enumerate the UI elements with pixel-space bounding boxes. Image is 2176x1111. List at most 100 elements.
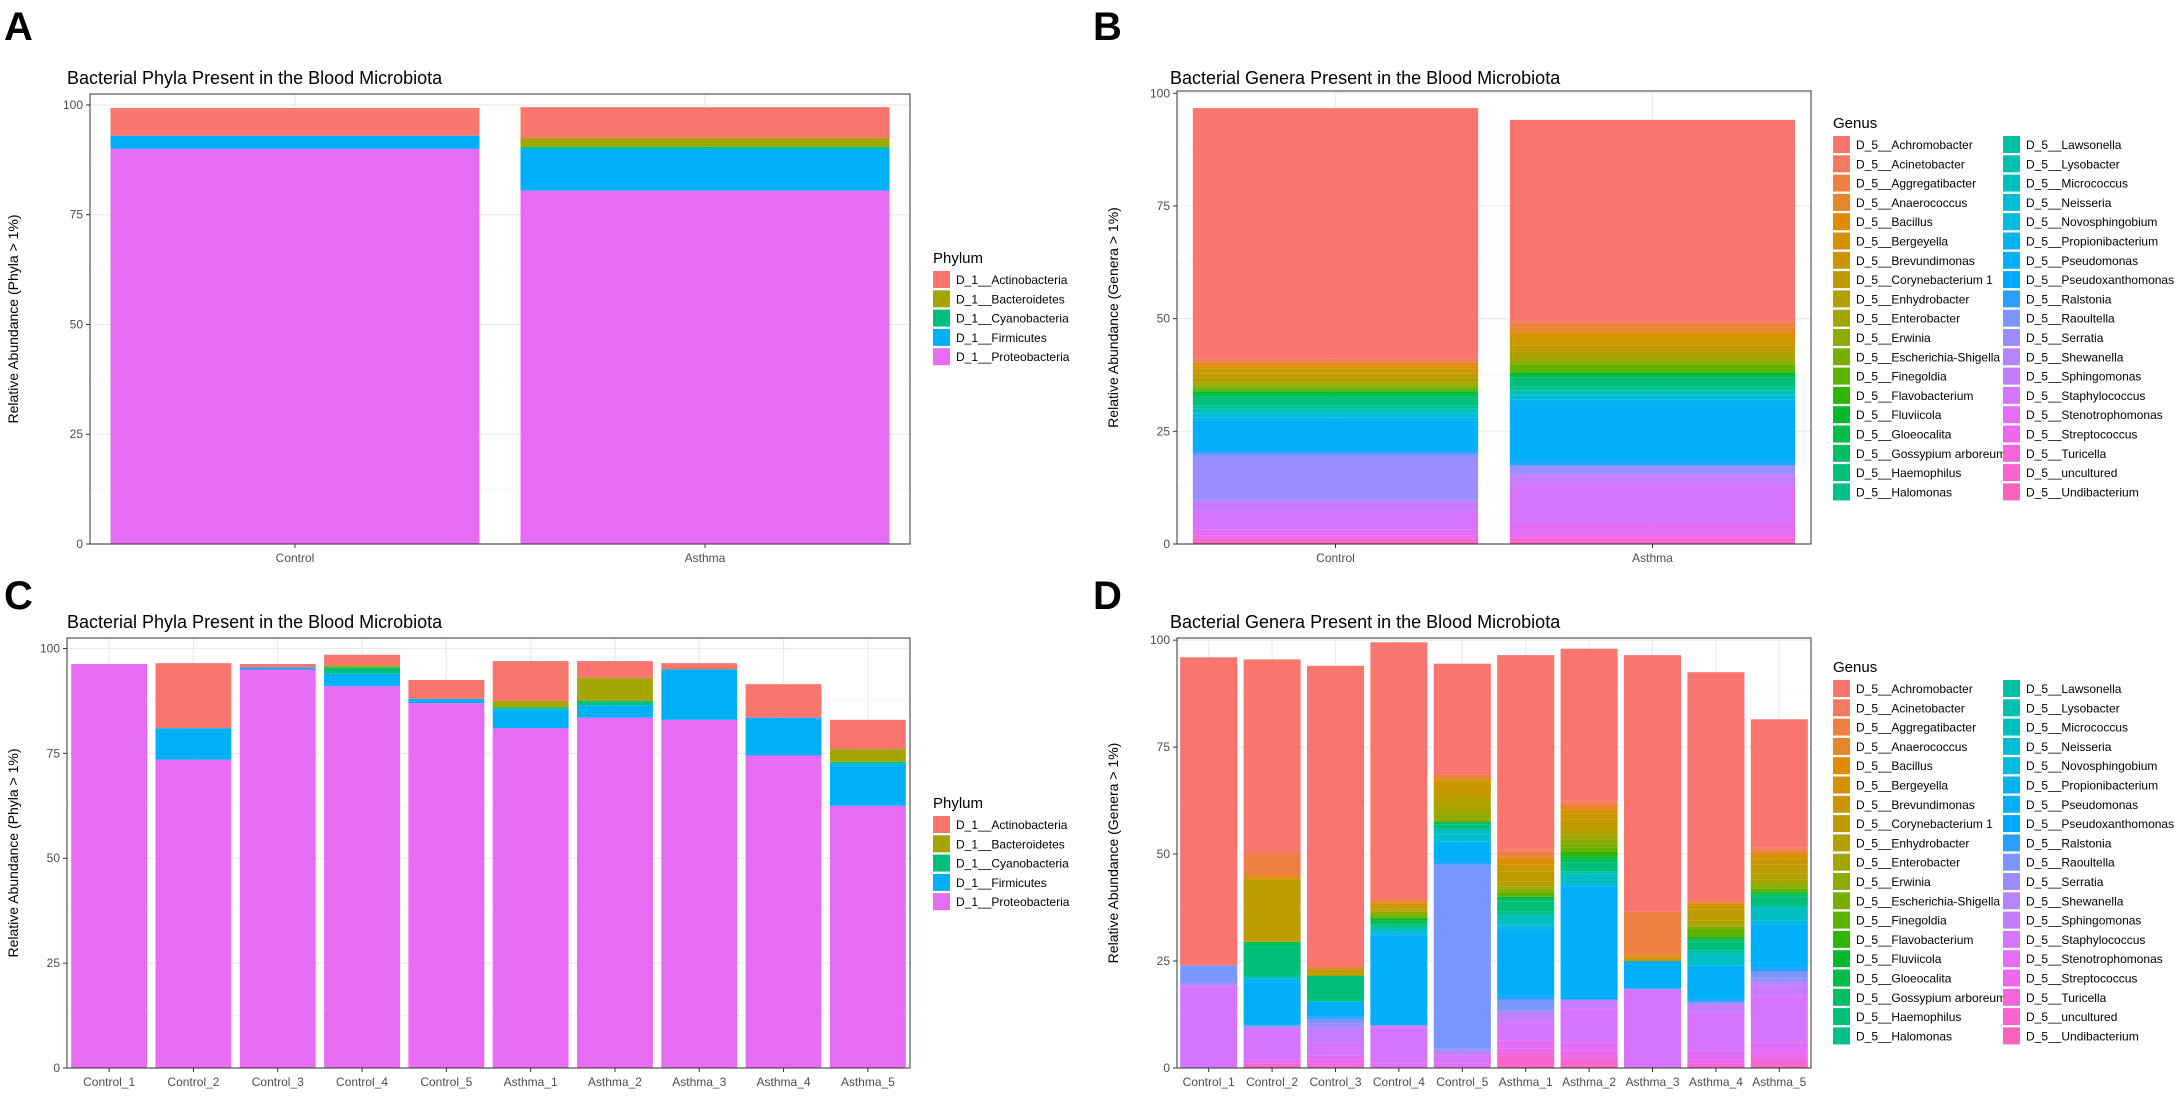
bar-segment-d-5-brevundimonas <box>1433 781 1491 793</box>
legend-title: Genus <box>1833 659 1877 676</box>
legend-swatch <box>2003 950 2020 968</box>
legend-swatch <box>1833 290 1850 308</box>
bar-segment-d-1-firmicutes <box>408 698 485 704</box>
legend-label: D_5__Enterobacter <box>1856 312 1960 326</box>
bar-segment-d-5-shewanella <box>1433 1050 1491 1054</box>
bar-segment-d-1-proteobacteria <box>71 664 148 1068</box>
legend-swatch <box>1833 815 1850 833</box>
bar-segment-d-5-shewanella <box>1497 1012 1555 1015</box>
bar-segment-d-5-bergeyella <box>1497 860 1555 865</box>
bar-segment-d-5-aggregatibacter <box>1243 854 1301 876</box>
bar-segment-d-5-staphylococcus <box>1687 1012 1745 1051</box>
bar-segment-d-5-finegoldia <box>1560 847 1618 852</box>
legend-swatch <box>1833 348 1850 366</box>
y-axis-label: Relative Abundance (Genera > 1%) <box>1105 743 1121 964</box>
bar-segment-d-5-raoultella <box>1497 999 1555 1011</box>
bar-segment-d-5-sphingomonas <box>1497 1014 1555 1024</box>
bar-segment-d-1-firmicutes <box>155 728 232 760</box>
bar-segment-d-5-enterobacter <box>1509 356 1796 361</box>
bar-segment-d-5-serratia <box>1497 1010 1555 1013</box>
plot-border <box>1176 90 1812 545</box>
y-tick-label: 50 <box>1157 312 1171 326</box>
bar-segment-d-5-stenotrophomonas <box>1433 1063 1491 1068</box>
bar-segment-d-5-enterobacter <box>1687 924 1745 927</box>
bar-segment-d-1-actinobacteria <box>155 663 232 729</box>
legend-label: D_5__Escherichia-Shigella <box>1856 894 2000 908</box>
bar-segment-d-5-stenotrophomonas <box>1192 529 1479 536</box>
bar-segment-d-5-achromobacter <box>1623 655 1682 912</box>
bar-segment-d-5-streptococcus <box>1497 1048 1555 1054</box>
bar-segment-d-1-actinobacteria <box>110 108 480 136</box>
bar-segment-d-1-proteobacteria <box>577 717 653 1068</box>
legend-label: D_5__Escherichia-Shigella <box>1856 350 2000 364</box>
legend-label: D_5__Aggregatibacter <box>1856 177 1976 191</box>
bar-segment-d-5-haemophilus <box>1370 924 1428 927</box>
bar-segment-d-1-actinobacteria <box>661 663 738 670</box>
bar-segment-d-5-corynebacterium-1 <box>1750 864 1808 874</box>
legend-label: D_5__Achromobacter <box>1856 682 1973 696</box>
legend-swatch <box>1833 155 1850 173</box>
bar-control-5 <box>408 679 485 1068</box>
bar-segment-d-5-staphylococcus <box>1560 1008 1618 1043</box>
bar-segment-d-5-propionibacterium <box>1192 417 1479 421</box>
bar-segment-d-5-escherichia-shigella <box>1497 890 1555 893</box>
x-tick-label: Control_1 <box>83 1075 135 1089</box>
legend-label: D_5__Finegoldia <box>1856 370 1947 384</box>
legend-swatch <box>1833 329 1850 346</box>
bar-segment-d-5-haemophilus <box>1243 946 1301 977</box>
bar-segment-d-5-erwinia <box>1192 384 1479 387</box>
legend-swatch <box>1833 680 1850 697</box>
legend-label: D_5__uncultured <box>2026 466 2117 480</box>
y-axis-label: Relative Abundance (Phyla > 1%) <box>5 215 21 424</box>
bar-segment-d-5-erwinia <box>1433 813 1491 820</box>
bar-segment-d-5-sphingomonas <box>1750 984 1808 996</box>
bar-segment-d-5-staphylococcus <box>1370 1027 1428 1064</box>
panel-letter: B <box>1093 5 1122 49</box>
y-tick-label: 0 <box>53 1061 60 1075</box>
bar-segment-d-5-streptococcus <box>1306 1059 1365 1064</box>
bar-segment-d-5-brevundimonas <box>1687 905 1745 910</box>
bar-segment-d-5-acinetobacter <box>1509 320 1796 323</box>
legend-label: D_5__Finegoldia <box>1856 914 1947 928</box>
legend-swatch <box>2003 444 2020 462</box>
panel-letter: D <box>1093 574 1122 618</box>
legend-swatch <box>1833 873 1850 890</box>
bar-segment-d-5-undibacterium <box>1750 1065 1808 1068</box>
bar-segment-d-5-pseudomonas <box>1306 1001 1365 1017</box>
legend-label: D_5__Staphylococcus <box>2026 933 2145 947</box>
bar-segment-d-1-proteobacteria <box>324 686 400 1068</box>
bar-segment-d-1-proteobacteria <box>155 759 232 1068</box>
y-tick-label: 100 <box>40 641 60 655</box>
bar-segment-d-5-raoultella <box>1433 864 1491 1049</box>
bar-segment-d-5-propionibacterium <box>1243 978 1301 983</box>
bar-segment-d-5-ralstonia <box>1192 451 1479 454</box>
bar-asthma-2 <box>1560 648 1618 1068</box>
bar-control-4 <box>324 654 400 1068</box>
bar-segment-d-5-aggregatibacter <box>1687 901 1745 904</box>
bar-segment-d-5-bergeyella <box>1687 903 1745 906</box>
bar-segment-d-5-lawsonella <box>1750 905 1808 908</box>
legend-label: D_1__Cyanobacteria <box>956 857 1069 871</box>
y-axis-label: Relative Abundance (Phyla > 1%) <box>5 749 21 958</box>
bar-asthma-3 <box>1623 655 1682 1068</box>
y-tick-label: 100 <box>63 98 83 112</box>
y-tick-label: 75 <box>1157 740 1171 754</box>
legend-label: D_5__Gloeocalita <box>1856 972 1952 986</box>
x-tick-label: Asthma_4 <box>1689 1075 1743 1089</box>
bar-segment-d-5-halomonas <box>1497 911 1555 914</box>
bar-segment-d-5-staphylococcus <box>1433 1055 1491 1064</box>
legend-label: D_1__Firmicutes <box>956 331 1047 345</box>
legend: Genus D_5__Achromobacter D_5__Acinetobacte… <box>1833 659 2174 1045</box>
legend: Phylum D_1__Actinobacteria D_1__Bacteroide… <box>933 250 1070 366</box>
legend-label: D_5__Acinetobacter <box>1856 701 1965 715</box>
bar-segment-d-1-firmicutes <box>577 705 653 718</box>
bar-segment-d-5-uncultured <box>1192 539 1479 542</box>
bar-segment-d-5-acinetobacter <box>1243 851 1301 855</box>
bar-segment-d-1-proteobacteria <box>520 190 890 544</box>
bar-segment-d-5-novosphingobium <box>1497 924 1555 927</box>
bar-segment-d-5-neisseria <box>1433 834 1491 842</box>
legend-label: D_5__Undibacterium <box>2026 1029 2139 1043</box>
bar-segment-d-5-erwinia <box>1497 888 1555 891</box>
x-tick-label: Asthma_5 <box>841 1075 895 1089</box>
bar-segment-d-5-gloeocalita <box>1370 920 1428 923</box>
